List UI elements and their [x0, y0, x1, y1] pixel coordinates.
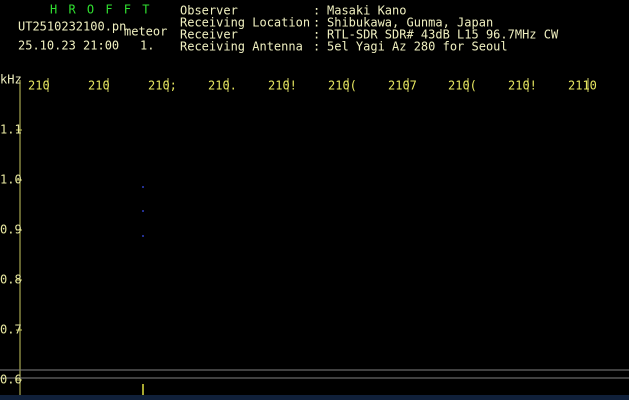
app-name: H R O F F T	[50, 3, 151, 17]
noise-band	[0, 395, 629, 400]
y-tick-label: 1.1	[0, 123, 22, 137]
field-label: Observer	[180, 4, 238, 18]
field-value: Masaki Kano	[327, 4, 406, 18]
echo	[142, 210, 144, 212]
field-label: Receiving Antenna	[180, 40, 303, 54]
echo	[142, 186, 144, 188]
x-tick-label: 210	[88, 79, 110, 93]
x-tick-label: 210!	[268, 79, 297, 93]
y-tick-label: 0.9	[0, 223, 22, 237]
field-sep: :	[313, 40, 320, 54]
field-sep: :	[313, 16, 320, 30]
field-value: RTL-SDR SDR# 43dB L15 96.7MHz CW	[327, 28, 559, 42]
count: 1.	[140, 39, 154, 53]
field-value: Shibukawa, Gunma, Japan	[327, 16, 493, 30]
y-tick-label: 0.7	[0, 323, 22, 337]
y-tick-label: 0.8	[0, 273, 22, 287]
x-tick-label: 210.	[208, 79, 237, 93]
x-tick-label: 2107	[388, 79, 417, 93]
y-tick-label: 0.6	[0, 373, 22, 387]
x-tick-label: 210	[28, 79, 50, 93]
field-label: Receiving Location	[180, 16, 310, 30]
echo	[142, 235, 144, 237]
x-tick-label: 210(	[328, 79, 357, 93]
file-name: UT2510232100.pn	[18, 20, 126, 34]
datetime: 25.10.23 21:00	[18, 39, 119, 53]
x-tick-label: 210;	[148, 79, 177, 93]
y-tick-label: 1.0	[0, 173, 22, 187]
field-sep: :	[313, 4, 320, 18]
field-sep: :	[313, 28, 320, 42]
mode: meteor	[124, 25, 167, 39]
field-value: 5el Yagi Az 280 for Seoul	[327, 40, 508, 54]
x-tick-label: 210!	[508, 79, 537, 93]
x-tick-label: 2110	[568, 79, 597, 93]
x-tick-label: 210(	[448, 79, 477, 93]
field-label: Receiver	[180, 28, 238, 42]
y-unit: kHz	[0, 73, 22, 87]
